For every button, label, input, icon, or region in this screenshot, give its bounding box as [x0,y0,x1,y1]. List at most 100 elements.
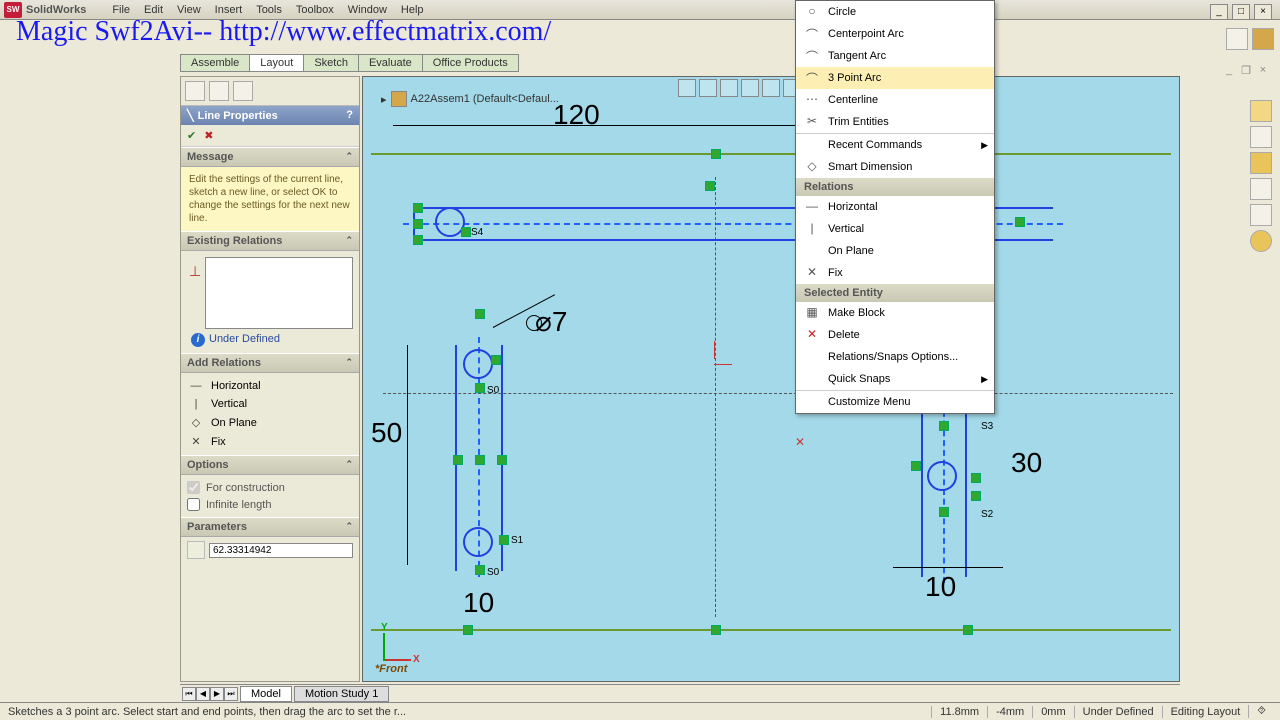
home-icon[interactable] [1250,100,1272,122]
help-icon[interactable]: ? [346,109,353,121]
pan-icon[interactable] [762,79,780,97]
ctx-recent[interactable]: Recent Commands▶ [796,134,994,156]
doc-min-icon[interactable]: _ [1222,64,1236,78]
tab-office[interactable]: Office Products [422,54,519,72]
lbl-s1: S1 [511,535,523,546]
doc-max-icon[interactable]: ❐ [1239,64,1253,78]
opt-construction[interactable]: For construction [187,479,353,496]
watermark-text: Magic Swf2Avi-- http://www.effectmatrix.… [16,16,551,48]
explorer-icon[interactable] [1250,178,1272,200]
g12 [475,455,485,465]
status-bar: Sketches a 3 point arc. Select start and… [0,702,1280,720]
dim-10b: 10 [925,571,956,603]
ctx-snaps[interactable]: Relations/Snaps Options... [796,346,994,368]
relation-vertical[interactable]: |Vertical [187,395,353,413]
expand-icon[interactable]: ▸ [381,93,387,106]
ctx-delete[interactable]: ✕Delete [796,324,994,346]
parameters-header[interactable]: Parameters⌃ [181,517,359,537]
ctx-tarc[interactable]: ⌒Tangent Arc [796,45,994,67]
zoom-fit-icon[interactable] [678,79,696,97]
ctx-makeblock[interactable]: ▦Make Block [796,302,994,324]
tab-layout[interactable]: Layout [249,54,304,72]
tab-next-icon[interactable]: ▶ [210,687,224,701]
g18 [911,461,921,471]
config-icon[interactable] [233,81,253,101]
ribbon-tabs: Assemble Layout Sketch Evaluate Office P… [180,54,518,72]
menu-view[interactable]: View [177,4,201,16]
menu-file[interactable]: File [112,4,130,16]
cancel-icon[interactable]: ✖ [204,129,213,142]
tab-prev-icon[interactable]: ◀ [196,687,210,701]
tab-model[interactable]: Model [240,686,292,702]
status-end-icon[interactable]: ⯑ [1248,705,1274,718]
tab-sketch[interactable]: Sketch [303,54,359,72]
ctx-smartdim[interactable]: ◇Smart Dimension [796,156,994,178]
ctx-rel-plane[interactable]: On Plane [796,240,994,262]
menu-edit[interactable]: Edit [144,4,163,16]
property-icon[interactable] [209,81,229,101]
doc-close-icon[interactable]: × [1256,64,1270,78]
ctx-rel-h[interactable]: —Horizontal [796,196,994,218]
ok-icon[interactable]: ✔ [187,129,196,142]
resources-icon[interactable] [1250,126,1272,148]
assembly-icon[interactable] [1252,28,1274,50]
relations-list[interactable] [205,257,353,329]
tab-first-icon[interactable]: ⏮ [182,687,196,701]
status-mode: Editing Layout [1162,706,1249,718]
ctx-rel-v[interactable]: |Vertical [796,218,994,240]
window-controls: _ □ × [1210,4,1272,20]
minimize-button[interactable]: _ [1210,4,1228,20]
zoom-area-icon[interactable] [699,79,717,97]
ctx-trim[interactable]: ✂Trim Entities [796,111,994,133]
relation-horizontal[interactable]: —Horizontal [187,377,353,395]
panel-title: Line Properties [198,110,278,122]
menu-help[interactable]: Help [401,4,424,16]
palette-icon[interactable] [1250,204,1272,226]
search-icon[interactable] [1226,28,1248,50]
menu-toolbox[interactable]: Toolbox [296,4,334,16]
tab-last-icon[interactable]: ⏭ [224,687,238,701]
perpendicular-icon: ⊥ [189,263,201,280]
appearance-icon[interactable] [1250,230,1272,252]
tab-motion[interactable]: Motion Study 1 [294,686,389,702]
length-input[interactable] [209,543,353,558]
menu-insert[interactable]: Insert [215,4,243,16]
panel-header: ╲Line Properties ? [181,106,359,125]
add-relations-header[interactable]: Add Relations⌃ [181,353,359,373]
ctx-customize[interactable]: Customize Menu [796,391,994,413]
tab-assemble[interactable]: Assemble [180,54,250,72]
maximize-button[interactable]: □ [1232,4,1250,20]
message-box: Edit the settings of the current line, s… [181,167,359,231]
existing-relations-header[interactable]: Existing Relations⌃ [181,231,359,251]
message-header[interactable]: Message⌃ [181,147,359,167]
tab-evaluate[interactable]: Evaluate [358,54,423,72]
ctx-3parc[interactable]: ⌒3 Point Arc [796,67,994,89]
options-header[interactable]: Options⌃ [181,455,359,475]
zoom-prev-icon[interactable] [720,79,738,97]
circle-s1 [463,527,493,557]
relation-onplane[interactable]: ◇On Plane [187,413,353,432]
menu-window[interactable]: Window [348,4,387,16]
tangent-arc-icon: ⌒ [802,48,822,64]
ctx-cparc[interactable]: ⌒Centerpoint Arc [796,23,994,45]
ctx-quicksnaps[interactable]: Quick Snaps▶ [796,368,994,390]
graphics-area[interactable]: ▸ A22Assem1 (Default<Defaul... 120 S4 ⌀7… [362,76,1180,682]
ctx-circle[interactable]: ○Circle [796,1,994,23]
circle-phi7 [526,315,542,331]
status-coord3: 0mm [1032,706,1073,718]
fix-icon: ✕ [187,435,205,448]
g5 [461,227,471,237]
opt-infinite[interactable]: Infinite length [187,496,353,513]
ref-h [383,393,1173,394]
rotate-icon[interactable] [741,79,759,97]
menu-tools[interactable]: Tools [256,4,282,16]
lbl-s3a: S3 [981,421,993,432]
ctx-rel-fix[interactable]: ✕Fix [796,262,994,284]
add-relations-list: —Horizontal |Vertical ◇On Plane ✕Fix [181,373,359,455]
feature-tree-icon[interactable] [185,81,205,101]
centerpoint-arc-icon: ⌒ [802,26,822,42]
ctx-centerline[interactable]: ⋯Centerline [796,89,994,111]
close-button[interactable]: × [1254,4,1272,20]
relation-fix[interactable]: ✕Fix [187,432,353,451]
library-icon[interactable] [1250,152,1272,174]
